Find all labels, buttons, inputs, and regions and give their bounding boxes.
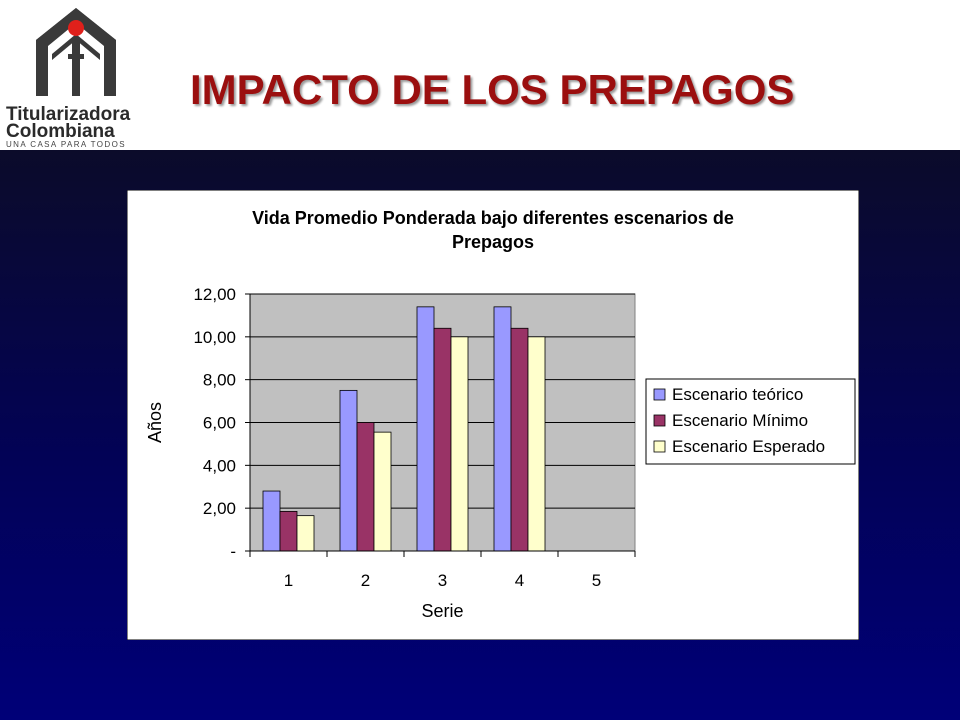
y-axis-ticks: - 2,00 4,00 6,00 8,00 10,00 12,00 [193, 285, 250, 561]
slide-title: IMPACTO DE LOS PREPAGOS [190, 66, 795, 113]
legend-swatch [653, 440, 666, 453]
chart-title-line: Vida Promedio Ponderada bajo diferentes … [252, 208, 734, 228]
legend-label: Escenario teórico [672, 385, 803, 404]
bar [356, 422, 375, 552]
legend-swatch [653, 414, 666, 427]
company-logo: Titularizadora Colombiana UNA CASA PARA … [6, 4, 150, 150]
legend: Escenario teórico Escenario Mínimo Escenar… [645, 378, 856, 465]
x-tick-label: 4 [515, 571, 524, 590]
logo-name-line1: Titularizadora [6, 104, 131, 125]
bar [373, 431, 392, 552]
x-axis-label: Serie [421, 601, 463, 621]
y-axis-label: Años [145, 402, 165, 443]
bars [262, 306, 546, 552]
logo-tagline: UNA CASA PARA TODOS [6, 140, 126, 149]
bar [279, 510, 298, 552]
legend-swatch [653, 388, 666, 401]
y-tick-label: 10,00 [193, 328, 236, 347]
legend-label: Escenario Esperado [672, 437, 825, 456]
bar [527, 336, 546, 552]
bar [450, 336, 469, 552]
y-tick-label: 8,00 [203, 371, 236, 390]
bar-chart: Vida Promedio Ponderada bajo diferentes … [127, 190, 859, 640]
x-tick-label: 1 [284, 571, 293, 590]
y-tick-label: - [230, 542, 236, 561]
x-tick-label: 3 [438, 571, 447, 590]
logo-dot [68, 20, 84, 36]
x-tick-label: 2 [361, 571, 370, 590]
x-tick-label: 5 [592, 571, 601, 590]
bar [416, 306, 435, 552]
logo-name-line2: Colombiana [6, 121, 115, 142]
legend-label: Escenario Mínimo [672, 411, 808, 430]
legend-box [645, 378, 856, 465]
bar [339, 389, 358, 552]
y-tick-label: 12,00 [193, 285, 236, 304]
bar [296, 515, 315, 552]
bar [262, 490, 281, 552]
bar [493, 306, 512, 552]
chart-title: Vida Promedio Ponderada bajo diferentes … [252, 208, 734, 252]
house-logo-icon [36, 8, 116, 96]
y-tick-label: 4,00 [203, 456, 236, 475]
y-tick-label: 6,00 [203, 414, 236, 433]
x-axis-ticks: 1 2 3 4 5 [249, 551, 636, 590]
slide-header: Titularizadora Colombiana UNA CASA PARA … [0, 0, 960, 150]
chart-title-line: Prepagos [452, 232, 534, 252]
y-tick-label: 2,00 [203, 499, 236, 518]
bar [433, 327, 452, 552]
bar [510, 327, 529, 552]
